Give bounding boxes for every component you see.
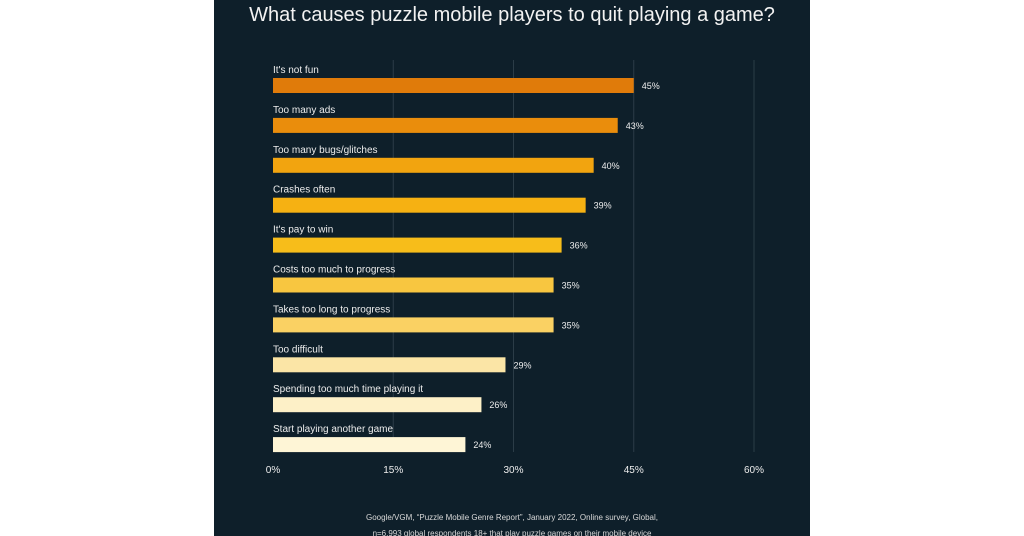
x-tick-label: 30% [503,465,523,476]
category-label: Spending too much time playing it [273,384,423,395]
value-label: 43% [626,121,644,131]
source-note: Google/VGM, “Puzzle Mobile Genre Report”… [214,510,810,536]
chart-panel: What causes puzzle mobile players to qui… [214,0,810,536]
x-tick-label: 0% [266,465,281,476]
bar [273,357,506,373]
value-label: 40% [602,161,620,171]
category-label: Too many ads [273,105,335,116]
x-tick-label: 15% [383,465,403,476]
value-label: 39% [594,201,612,211]
value-label: 45% [642,81,660,91]
category-label: It's pay to win [273,225,333,236]
value-label: 29% [513,360,531,370]
category-label: Crashes often [273,185,335,196]
bar [273,397,482,413]
source-line-2: n=6,993 global respondents 18+ that play… [372,529,652,536]
bar [273,78,634,93]
bar [273,197,586,213]
category-label: Takes too long to progress [273,304,390,315]
x-tick-label: 60% [744,465,764,476]
bar [273,237,562,253]
bar [273,277,554,293]
bar [273,437,466,453]
bar [273,317,554,333]
x-tick-label: 45% [624,465,644,476]
value-label: 36% [570,241,588,251]
bar [273,157,594,173]
value-label: 35% [562,281,580,291]
value-label: 24% [473,440,491,450]
category-label: Too difficult [273,344,323,355]
value-label: 26% [489,400,507,410]
bar [273,117,618,133]
category-label: Start playing another game [273,424,394,435]
category-label: Costs too much to progress [273,265,395,276]
value-label: 35% [562,320,580,330]
chart-title: What causes puzzle mobile players to qui… [249,4,775,26]
category-label: It's not fun [273,65,319,76]
bar-chart: It's not fun 45% Too many ads 43% Too many b… [266,60,764,476]
category-label: Too many bugs/glitches [273,145,378,156]
source-line-1: Google/VGM, “Puzzle Mobile Genre Report”… [366,513,658,522]
